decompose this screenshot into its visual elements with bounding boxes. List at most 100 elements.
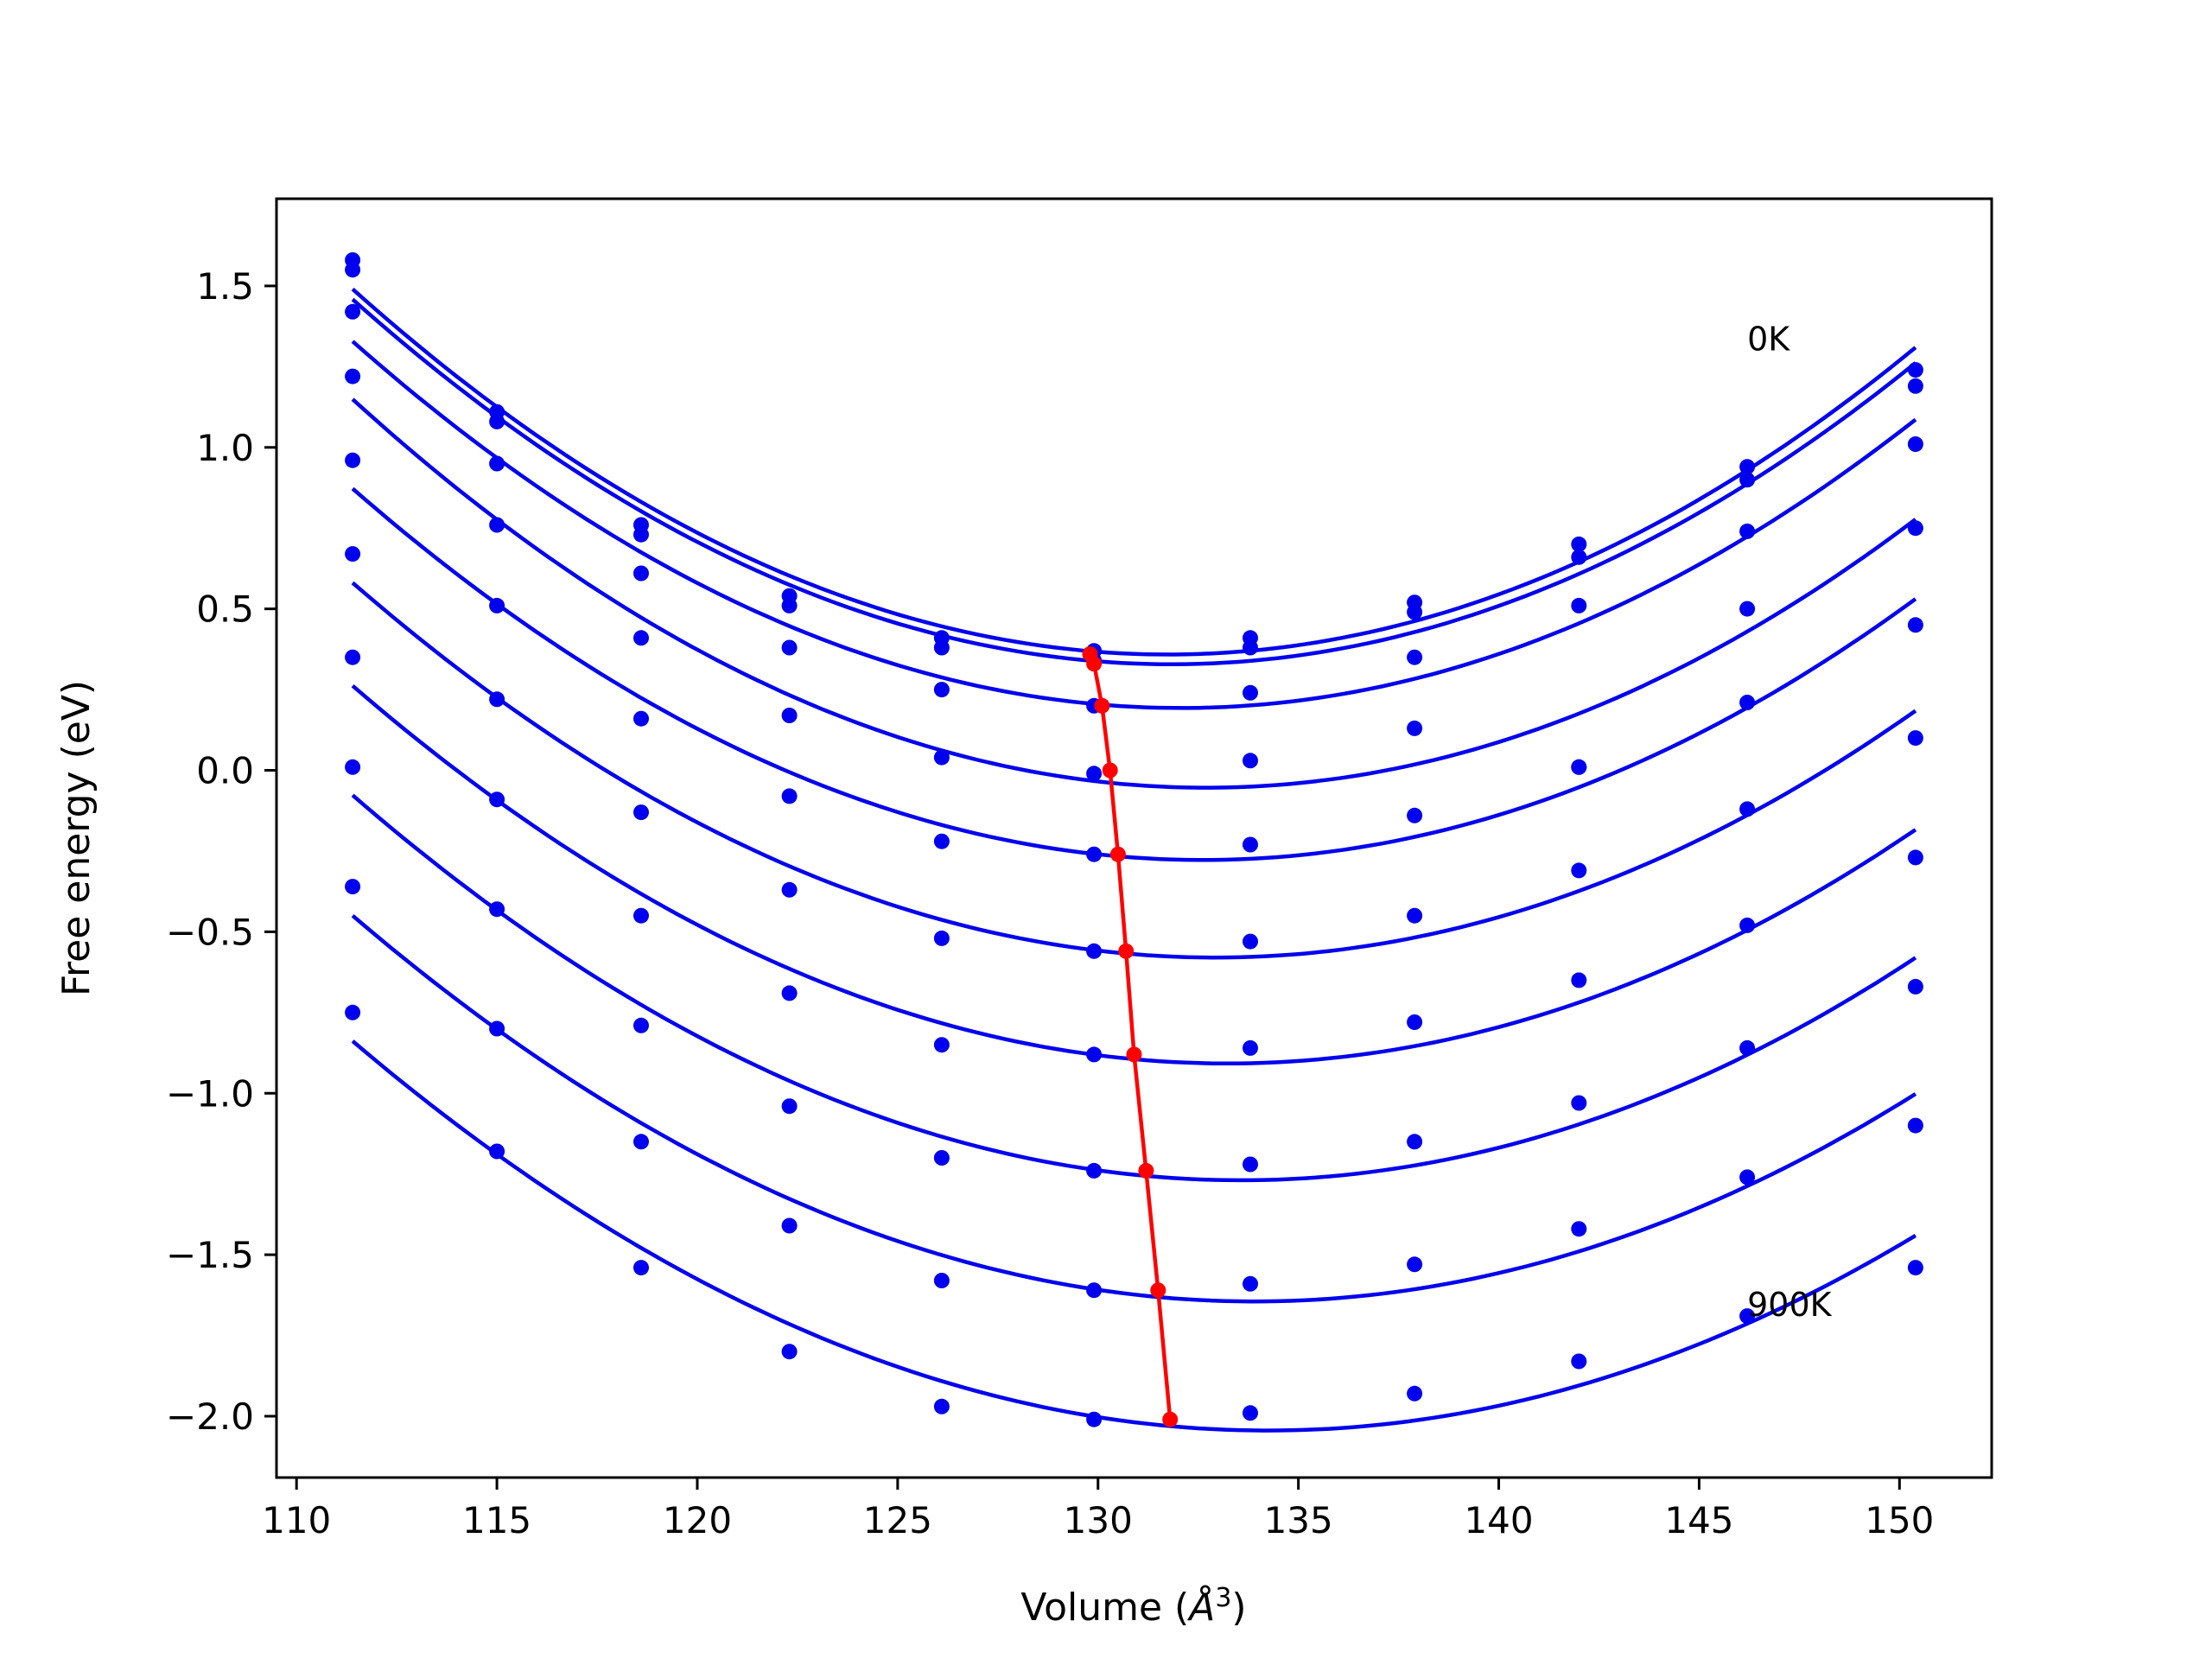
series-2-point [781,639,798,656]
series-3-point [781,708,798,723]
series-4-point [1739,695,1756,710]
series-2-point [1907,436,1923,452]
minimum-point [1109,846,1126,862]
series-4-point [1907,617,1923,633]
series-7-fit-line [351,793,1917,1183]
series-2-fit-line [351,340,1917,710]
series-9-point [933,1398,950,1414]
series-6-point [781,985,798,1001]
series-9-point [345,1004,361,1020]
series-2-point [345,303,361,320]
series-8-point [1907,1117,1923,1134]
minimum-point [1162,1411,1179,1427]
minima-line [1088,653,1173,1420]
series-8-point [1739,1169,1756,1185]
series-3-fit-line [351,397,1917,790]
y-tick-label: 0.5 [196,588,254,631]
x-tick-label: 125 [863,1499,932,1541]
series-5-point [933,930,950,946]
series-4-point [1086,846,1103,862]
series-7-point [345,759,361,775]
series-3-point [345,368,361,385]
y-tick-label: −1.5 [166,1234,254,1276]
x-tick-label: 135 [1264,1499,1333,1541]
series-5-point [1571,862,1587,879]
y-tick-label: 1.5 [196,265,254,308]
series-7-point [633,1017,649,1033]
x-tick-label: 130 [1064,1499,1133,1541]
plot-frame [275,197,1993,1479]
series-5-point [781,881,798,898]
series-7-point [1407,1134,1423,1150]
y-tick-label: −0.5 [166,911,254,953]
series-2-point [1407,649,1423,665]
series-0-point [1571,536,1587,552]
series-9-point [1907,1260,1923,1276]
series-1-point [489,413,505,429]
minimum-point [1094,697,1110,714]
series-8-point [1243,1275,1258,1292]
series-1-point [1571,549,1587,565]
series-1-point [345,262,361,278]
series-4-point [345,452,361,468]
series-5-point [489,691,505,708]
series-4-point [781,788,798,804]
series-2-point [933,682,950,698]
series-7-point [1086,1162,1103,1179]
series-6-point [1571,972,1587,988]
minimum-point [1118,943,1135,959]
series-5-fit-line [351,581,1917,960]
series-9-fit-line [351,1039,1917,1433]
y-tick-label: 1.0 [196,427,254,469]
series-8-point [489,1020,505,1037]
series-3-point [1243,753,1258,769]
series-4-point [933,833,950,849]
series-6-point [1907,849,1923,866]
y-tick-label: 0.0 [196,750,254,792]
series-1-point [933,639,950,656]
series-4-point [633,710,649,727]
series-4-point [1243,836,1258,853]
series-6-point [1243,1039,1258,1056]
series-2-point [1243,684,1258,701]
x-tick-label: 115 [462,1499,531,1541]
series-8-point [781,1217,798,1234]
series-group [345,252,1923,1433]
series-3-point [1086,766,1103,782]
series-3-point [1739,601,1756,617]
series-1-point [781,597,798,613]
series-9-point [489,1143,505,1160]
series-3-point [633,630,649,646]
series-9-point [1571,1353,1587,1370]
series-7-point [1907,978,1923,995]
x-tick-label: 145 [1664,1499,1733,1541]
series-7-point [1739,1039,1756,1056]
series-6-point [1407,1014,1423,1030]
series-4-point [1571,759,1587,775]
annotation-0k: 0K [1747,321,1790,359]
series-2-point [489,455,505,472]
series-3-point [1407,720,1423,736]
minimum-point [1150,1282,1166,1299]
x-tick-label: 120 [663,1499,732,1541]
series-5-point [1243,933,1258,950]
series-7-point [1571,1095,1587,1111]
series-8-point [1407,1256,1423,1273]
series-7-point [933,1150,950,1166]
series-5-point [1739,801,1756,817]
series-0-fit-line [351,287,1917,657]
series-0-point [1739,459,1756,475]
series-7-point [781,1098,798,1115]
series-1-point [1243,639,1258,656]
series-2-point [1739,523,1756,539]
series-3-point [933,749,950,766]
y-tick-label: −1.0 [166,1072,254,1115]
series-4-point [1407,807,1423,823]
series-9-point [1086,1411,1103,1427]
series-3-point [1907,520,1923,537]
minimum-point [1086,656,1103,672]
series-7-point [489,901,505,918]
series-1-point [633,526,649,543]
series-2-point [1571,597,1587,613]
